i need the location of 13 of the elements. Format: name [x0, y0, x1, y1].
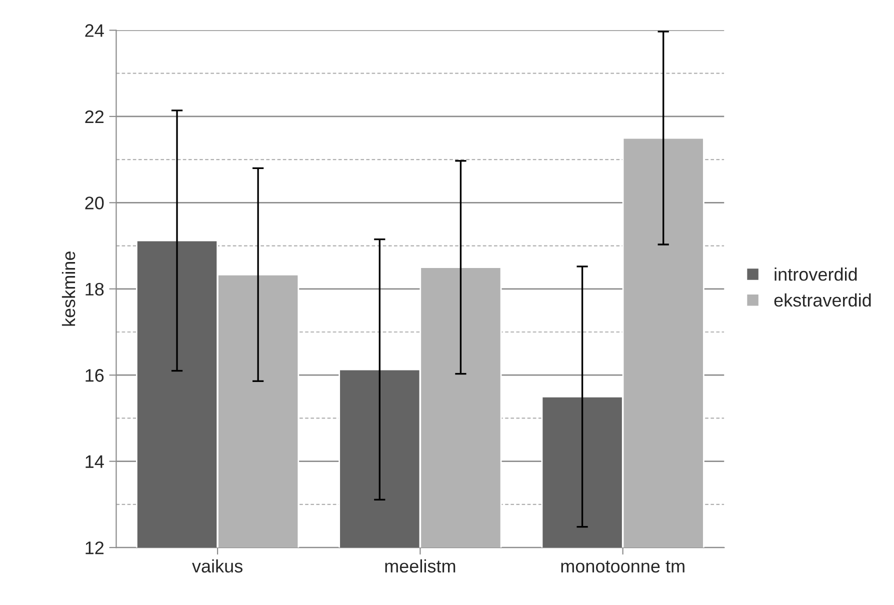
- y-tick-label: 18: [86, 282, 104, 296]
- y-axis-title: keskmine: [62, 252, 76, 326]
- y-tick-label: 20: [85, 196, 104, 210]
- y-tick-label: 22: [85, 110, 104, 124]
- y-tick-label: 24: [85, 24, 104, 37]
- legend-label: ekstraverdid: [774, 293, 871, 307]
- x-tick-label: meelistm: [385, 559, 456, 573]
- y-tick-label: 16: [86, 369, 104, 382]
- x-tick-label: vaikus: [192, 559, 242, 573]
- y-tick-label: 14: [86, 455, 104, 468]
- y-tick-label: 12: [86, 541, 104, 554]
- legend-label: introverdid: [774, 268, 857, 281]
- x-tick-label: monotoonne tm: [561, 560, 684, 573]
